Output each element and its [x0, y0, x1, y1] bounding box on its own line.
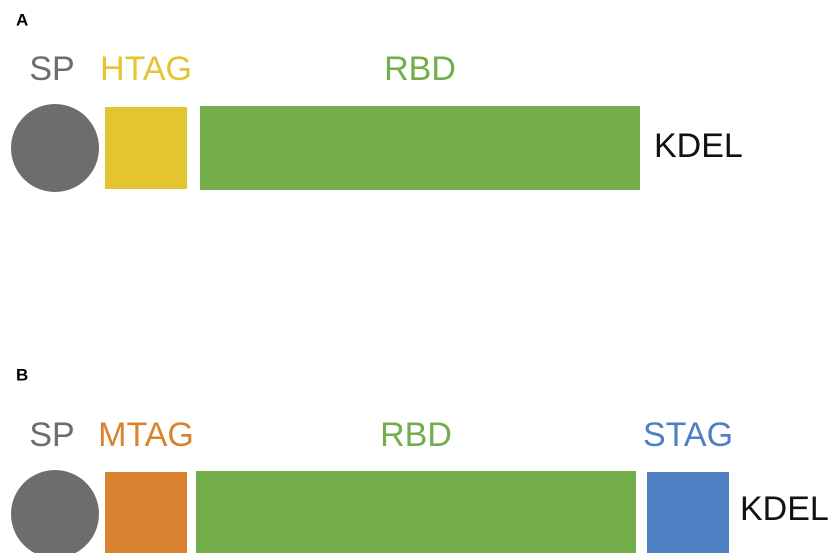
domain-box [196, 471, 636, 553]
end-label: KDEL [654, 127, 743, 165]
end-label: KDEL [740, 490, 829, 528]
domain-box [200, 106, 640, 190]
tag2-box [647, 472, 729, 553]
tag2-label: STAG [643, 416, 733, 454]
tag-label: HTAG [100, 50, 192, 88]
domain-label: RBD [384, 50, 456, 88]
sp-circle [11, 470, 99, 553]
sp-label: SP [29, 50, 74, 88]
tag-label: MTAG [98, 416, 194, 454]
sp-circle [11, 104, 99, 192]
panel-label: A [16, 10, 28, 29]
domain-label: RBD [380, 416, 452, 454]
panel-label: B [16, 365, 28, 384]
tag-box [105, 472, 187, 553]
tag-box [105, 107, 187, 189]
sp-label: SP [29, 416, 74, 454]
